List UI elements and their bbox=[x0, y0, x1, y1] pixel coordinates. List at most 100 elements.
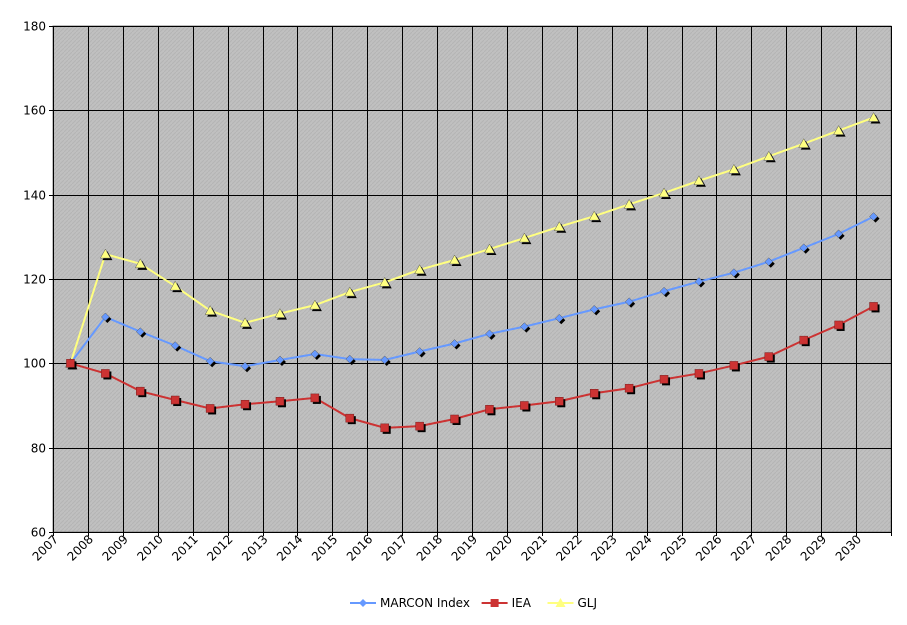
marcon-index-point bbox=[345, 354, 355, 364]
legend-item-iea: IEA bbox=[481, 596, 532, 610]
x-tick-label: 2017 bbox=[379, 532, 410, 563]
marcon-index-point bbox=[135, 327, 145, 337]
marcon-index-point bbox=[589, 305, 599, 314]
glj-point bbox=[449, 254, 460, 265]
marcon-index-line bbox=[69, 215, 874, 368]
glj-point bbox=[309, 299, 321, 310]
x-tick-label: 2012 bbox=[204, 532, 235, 563]
iea-point bbox=[101, 369, 110, 378]
glj-point bbox=[763, 150, 775, 161]
glj-point bbox=[728, 163, 740, 174]
iea-point bbox=[170, 395, 180, 405]
x-axis: 2007 2008 2009 2010 2011 2012 2013 2014 2015 2016… bbox=[30, 532, 892, 564]
x-tick-label: 2028 bbox=[763, 532, 794, 563]
x-tick-label: 2020 bbox=[484, 532, 515, 563]
x-tick-label: 2009 bbox=[99, 532, 130, 563]
iea-point bbox=[450, 414, 459, 424]
x-tick-label: 2022 bbox=[553, 532, 584, 563]
iea-point bbox=[205, 404, 215, 413]
glj-point bbox=[833, 125, 845, 135]
marcon-index-point bbox=[554, 313, 564, 323]
iea-point bbox=[66, 359, 75, 368]
iea-point bbox=[729, 361, 739, 370]
glj-point bbox=[414, 264, 426, 274]
legend-swatch-marker bbox=[555, 598, 566, 607]
glj-point bbox=[169, 280, 181, 291]
iea-point bbox=[624, 383, 634, 393]
iea-point bbox=[415, 421, 424, 431]
x-tick-label: 2014 bbox=[274, 532, 305, 563]
marcon-index-point bbox=[170, 341, 180, 350]
legend-swatch-marker bbox=[359, 599, 367, 607]
iea-point bbox=[136, 386, 145, 396]
marcon-index-point bbox=[415, 347, 424, 356]
x-tick-label: 2029 bbox=[798, 532, 829, 563]
x-tick-label: 2023 bbox=[588, 532, 619, 563]
glj-point bbox=[693, 175, 705, 186]
marcon-index-point bbox=[799, 243, 809, 253]
iea-point bbox=[240, 399, 250, 409]
x-tick-label: 2016 bbox=[344, 532, 375, 563]
y-tick-label: 120 bbox=[23, 273, 46, 287]
iea-point bbox=[275, 397, 285, 406]
iea-point bbox=[834, 320, 843, 330]
legend-swatch-marker bbox=[490, 599, 499, 607]
glj-point bbox=[344, 286, 356, 297]
y-axis: 60 80 100 120 140 160 180 bbox=[23, 20, 54, 540]
marcon-index-point bbox=[205, 356, 215, 366]
marcon-index-point bbox=[380, 355, 390, 365]
glj-point bbox=[588, 210, 600, 221]
glj-point bbox=[239, 317, 251, 328]
x-tick-label: 2019 bbox=[449, 532, 480, 563]
iea-point bbox=[659, 375, 669, 384]
x-tick-label: 2027 bbox=[728, 532, 759, 563]
x-tick-label: 2010 bbox=[134, 532, 165, 563]
glj-point bbox=[798, 138, 810, 148]
iea-point bbox=[520, 401, 529, 410]
y-tick-label: 60 bbox=[31, 526, 46, 540]
glj-point bbox=[484, 243, 495, 254]
iea-point bbox=[485, 405, 494, 414]
glj-point bbox=[623, 198, 635, 209]
glj-point bbox=[274, 308, 286, 318]
marcon-index-point bbox=[869, 212, 878, 221]
marcon-index-point bbox=[240, 361, 250, 371]
x-tick-label: 2024 bbox=[623, 532, 654, 563]
legend-label: GLJ bbox=[578, 596, 598, 610]
iea-point bbox=[764, 352, 774, 361]
legend: MARCON Index IEA GLJ bbox=[350, 596, 597, 610]
iea-point bbox=[869, 302, 878, 311]
y-tick-label: 100 bbox=[23, 357, 46, 371]
marcon-index-point bbox=[310, 349, 320, 359]
iea-point bbox=[380, 423, 389, 433]
glj-point bbox=[518, 232, 530, 243]
glj-point bbox=[379, 276, 391, 287]
iea-point bbox=[799, 335, 808, 345]
y-tick-label: 160 bbox=[23, 104, 46, 118]
marcon-index-point bbox=[485, 329, 494, 339]
marcon-index-point bbox=[450, 339, 459, 348]
x-tick-label: 2025 bbox=[658, 532, 689, 563]
y-tick-label: 140 bbox=[23, 189, 46, 203]
glj-point bbox=[99, 248, 111, 259]
series-layer bbox=[65, 111, 881, 434]
glj-point bbox=[553, 221, 565, 231]
iea-point bbox=[694, 369, 704, 378]
glj-point bbox=[658, 187, 670, 198]
legend-item-marcon-index: MARCON Index bbox=[350, 596, 470, 610]
x-tick-label: 2015 bbox=[309, 532, 340, 563]
x-tick-label: 2011 bbox=[169, 532, 200, 563]
legend-label: IEA bbox=[512, 596, 532, 610]
glj-line bbox=[69, 116, 874, 364]
marcon-index-point bbox=[834, 229, 843, 239]
glj-point bbox=[204, 305, 216, 315]
marcon-index-point bbox=[101, 312, 110, 322]
iea-point bbox=[589, 389, 599, 398]
x-tick-label: 2030 bbox=[833, 532, 864, 563]
glj-point bbox=[134, 258, 146, 269]
series-iea bbox=[66, 302, 880, 434]
x-tick-label: 2008 bbox=[65, 532, 96, 563]
x-tick-label: 2013 bbox=[239, 532, 270, 563]
x-tick-label: 2026 bbox=[693, 532, 724, 563]
